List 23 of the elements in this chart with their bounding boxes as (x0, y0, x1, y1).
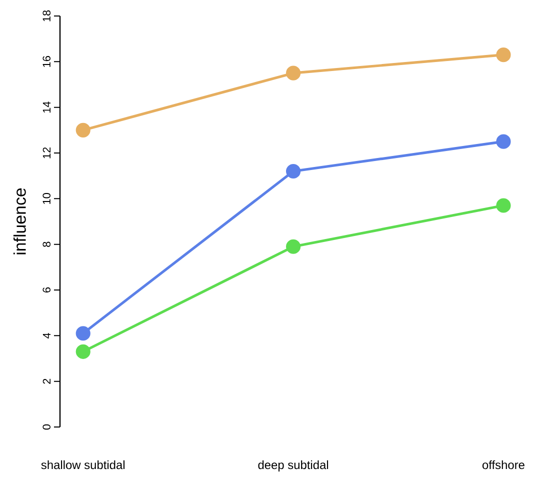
y-tick-label: 14 (42, 102, 50, 113)
y-tick-label: 6 (42, 287, 50, 292)
point (496, 134, 511, 149)
y-tick-label: 10 (42, 193, 50, 204)
y-tick-label: 8 (42, 242, 50, 247)
point (286, 66, 301, 80)
point (76, 326, 90, 341)
point (496, 198, 511, 213)
x-tick-label: shallow subtidal (41, 460, 124, 470)
y-tick-label: 0 (42, 424, 50, 430)
point (76, 122, 90, 138)
y-tick-label: 2 (42, 378, 50, 384)
point (286, 239, 301, 254)
y-tick-label: 16 (42, 56, 50, 67)
y-tick-label: 18 (42, 10, 50, 22)
y-tick-label: 12 (42, 147, 50, 158)
x-tick-label: deep subtidal (258, 460, 328, 472)
y-axis-title: influence (13, 188, 26, 254)
point (76, 344, 90, 359)
point (286, 164, 301, 179)
x-tick-label: offshore (482, 460, 524, 470)
point (496, 48, 511, 62)
y-tick-label: 4 (42, 332, 50, 338)
